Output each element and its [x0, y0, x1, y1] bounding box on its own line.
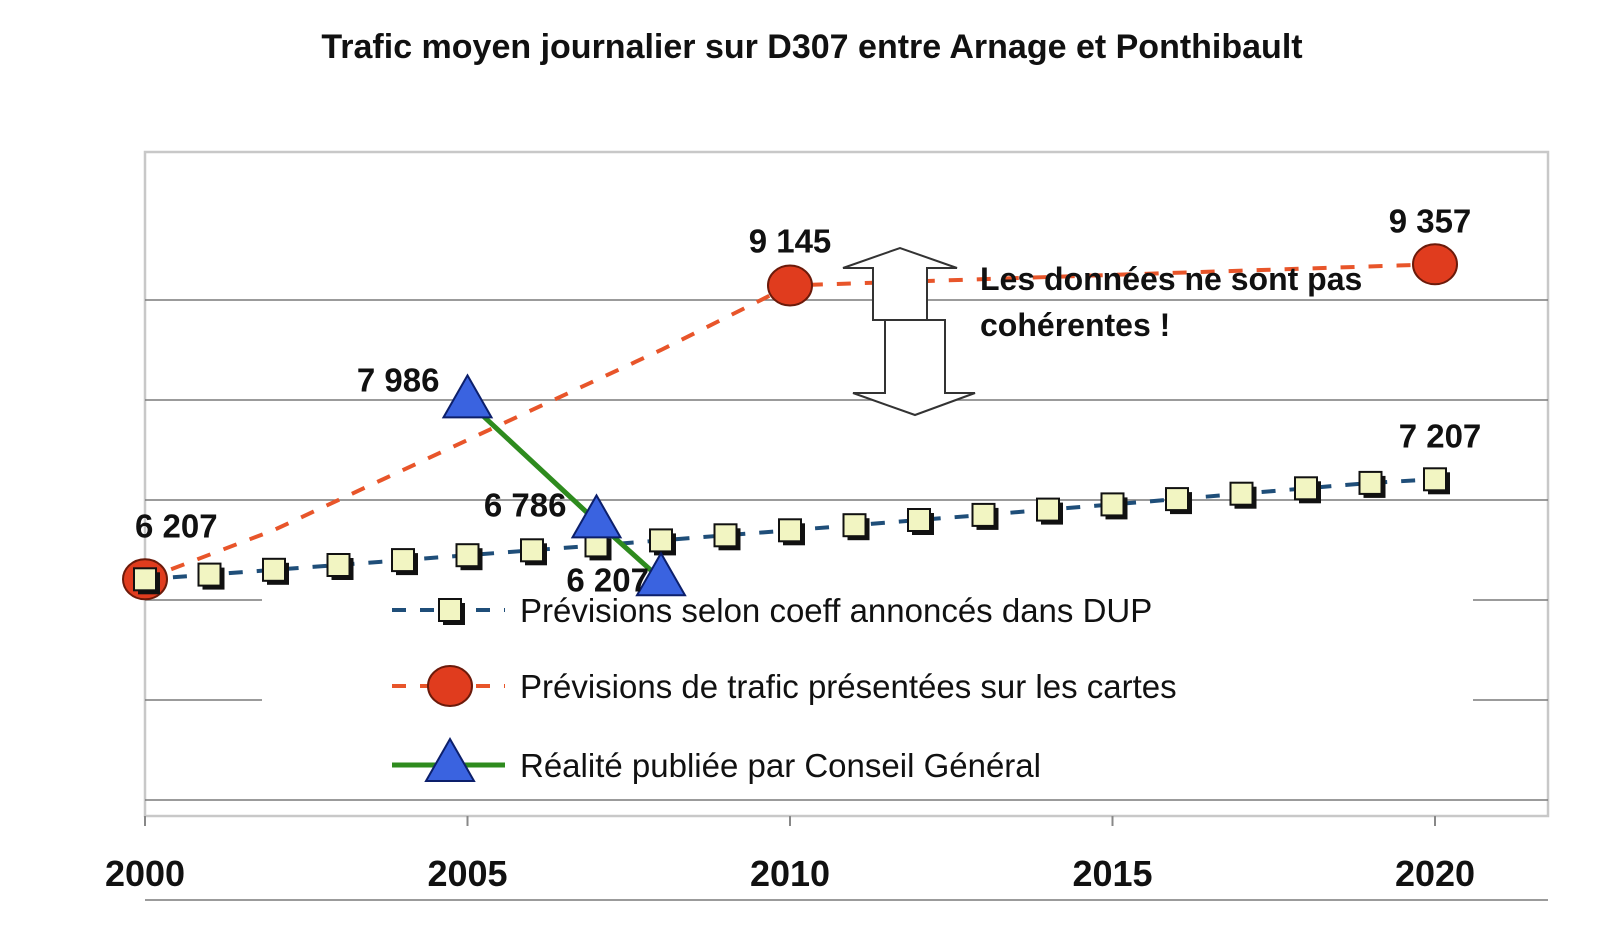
- data-point-square: [842, 513, 867, 538]
- data-point-square: [455, 543, 480, 568]
- data-point-square: [907, 508, 931, 532]
- data-point-square: [1229, 481, 1254, 506]
- legend-label: Prévisions de trafic présentées sur les …: [520, 668, 1177, 705]
- x-tick-label: 2020: [1395, 853, 1475, 894]
- data-point-square: [649, 528, 673, 553]
- annotation-line-2: cohérentes !: [980, 307, 1170, 343]
- data-point-square: [1358, 470, 1383, 495]
- double-arrow-icon: [842, 246, 976, 417]
- series-markers-2: [441, 373, 687, 597]
- legend-label: Prévisions selon coeff annoncés dans DUP: [520, 592, 1152, 629]
- x-axis: 2000 2005 2010 2015 2020: [105, 816, 1475, 894]
- data-point-square: [971, 502, 996, 527]
- legend-item: Réalité publiée par Conseil Général: [392, 736, 1041, 784]
- data-point-square: [1294, 476, 1318, 501]
- data-point-square: [778, 518, 802, 543]
- data-point-square: [1423, 467, 1447, 492]
- data-point-triangle: [441, 373, 494, 419]
- x-tick-label: 2010: [750, 853, 830, 894]
- data-point-square: [520, 538, 544, 563]
- data-point-square: [197, 562, 222, 587]
- annotation: Les données ne sont pas cohérentes !: [842, 246, 1362, 417]
- data-label: 7 986: [357, 361, 440, 398]
- data-label: 6 207: [566, 561, 649, 598]
- annotation-line-1: Les données ne sont pas: [980, 261, 1362, 297]
- data-label: 9 145: [749, 223, 832, 260]
- legend-item: Prévisions selon coeff annoncés dans DUP: [392, 592, 1152, 629]
- x-tick-label: 2015: [1072, 853, 1152, 894]
- data-labels: 6 207 9 145 9 357 7 207 7 986 6 786 6 207: [135, 202, 1481, 598]
- data-point-triangle: [635, 551, 687, 597]
- data-point-square: [133, 567, 157, 592]
- chart-title: Trafic moyen journalier sur D307 entre A…: [321, 28, 1302, 66]
- data-label: 7 207: [1399, 417, 1482, 454]
- data-point-square: [438, 598, 462, 622]
- data-point-triangle: [570, 493, 623, 539]
- x-tick-label: 2005: [427, 853, 507, 894]
- data-point-circle: [1412, 243, 1458, 286]
- series-markers-0: [133, 467, 1450, 595]
- data-point-square: [391, 548, 415, 573]
- data-point-circle: [427, 665, 473, 707]
- arrow-down-shape: [852, 319, 976, 417]
- data-point-square: [1036, 497, 1060, 522]
- data-point-square: [1165, 487, 1189, 512]
- data-label: 9 357: [1389, 202, 1472, 239]
- arrow-up-shape: [842, 246, 958, 321]
- gridlines: [145, 299, 1548, 901]
- data-point-square: [713, 523, 738, 548]
- data-point-square: [326, 553, 351, 577]
- data-point-triangle: [424, 736, 476, 782]
- data-point-square: [262, 557, 286, 582]
- plot-area: [143, 150, 1550, 818]
- legend-item: Prévisions de trafic présentées sur les …: [392, 665, 1177, 707]
- data-point-circle: [767, 264, 813, 307]
- legend-label: Réalité publiée par Conseil Général: [520, 747, 1041, 784]
- x-tick-label: 2000: [105, 853, 185, 894]
- data-label: 6 207: [135, 507, 218, 544]
- data-point-square: [1100, 492, 1125, 517]
- plot-frame: [143, 150, 1550, 818]
- data-label: 6 786: [484, 486, 567, 523]
- legend: Prévisions selon coeff annoncés dans DUP…: [392, 592, 1177, 784]
